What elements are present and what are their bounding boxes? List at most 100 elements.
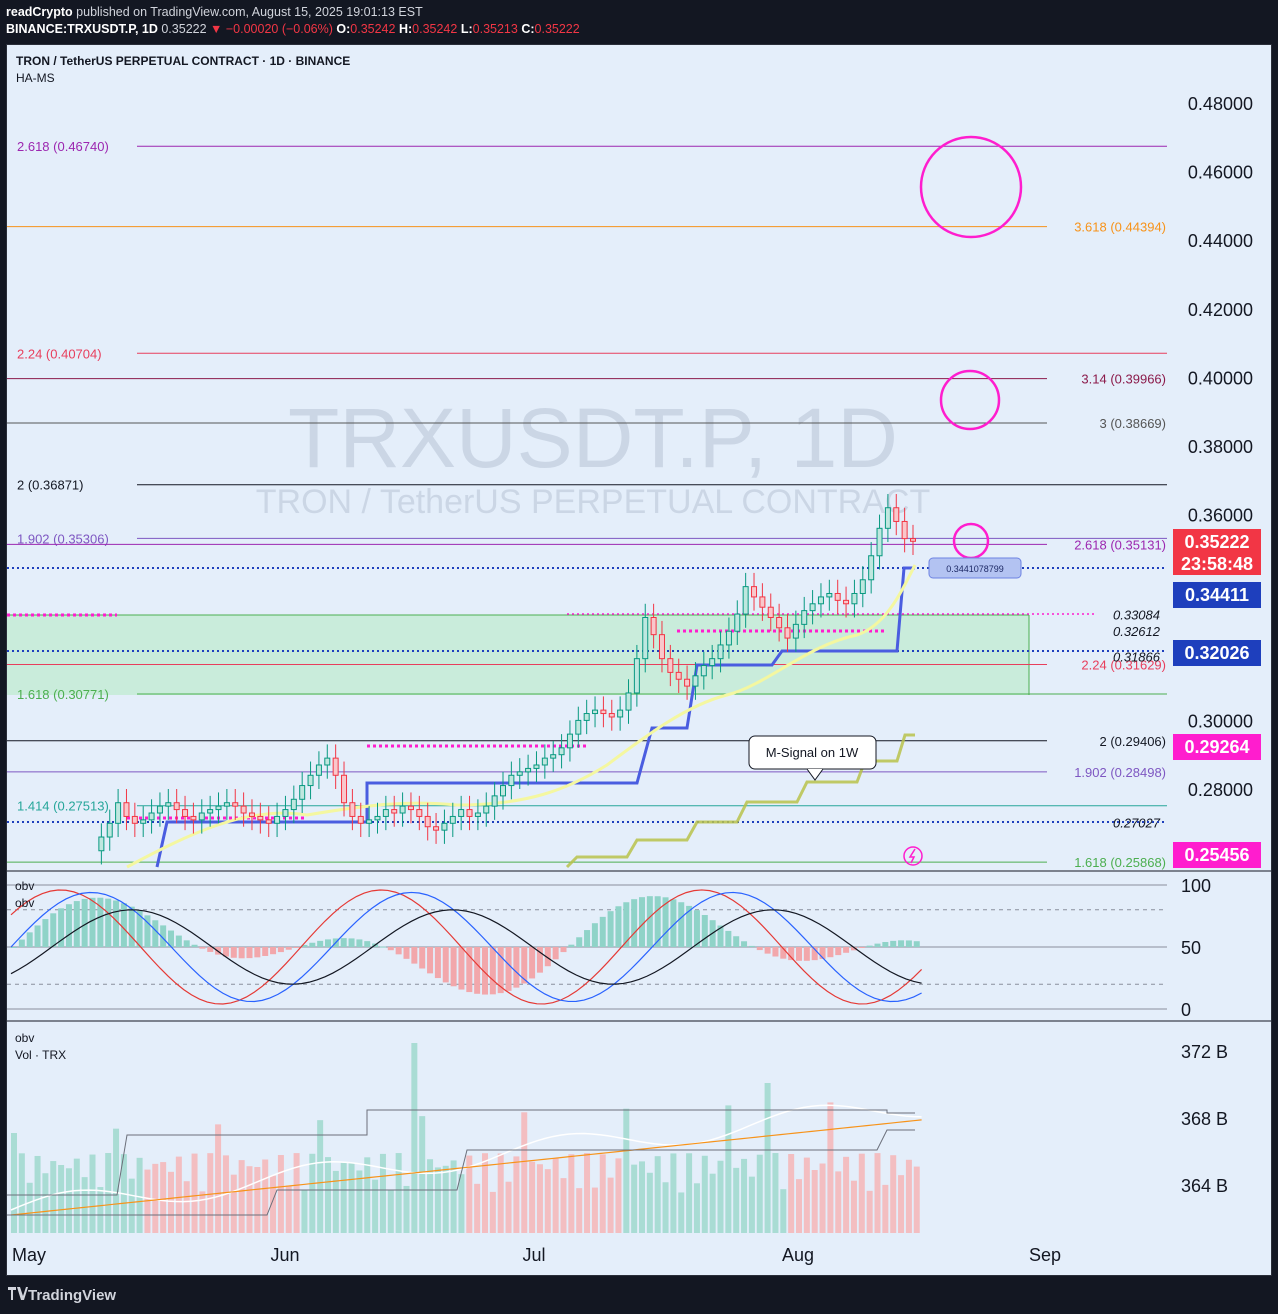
- osc-bar-30: [246, 947, 253, 959]
- osc-bar-16: [136, 910, 143, 947]
- vol-bar-89: [709, 1173, 716, 1233]
- vol-bar-26: [215, 1124, 222, 1233]
- o-label: O:: [336, 22, 351, 36]
- osc-blue-line: [10, 891, 922, 1003]
- price-badge-text-0: 0.35222: [1184, 532, 1249, 552]
- italic-level-label-2: 0.31866: [1113, 649, 1161, 664]
- candle-body-86: [809, 603, 816, 612]
- instrument-title: TRON / TetherUS PERPETUAL CONTRACT · 1D …: [16, 54, 350, 68]
- vol-bar-1: [18, 1153, 25, 1233]
- vol-bar-11: [97, 1187, 104, 1233]
- vol-bar-22: [183, 1181, 190, 1233]
- osc-bar-95: [756, 947, 763, 951]
- osc-bar-92: [733, 936, 740, 947]
- osc-bar-70: [560, 947, 567, 953]
- osc-bar-54: [434, 947, 441, 979]
- vol-bar-61: [489, 1191, 496, 1233]
- osc-bar-107: [850, 947, 857, 951]
- osc-bar-101: [803, 947, 810, 961]
- lightning-icon[interactable]: [903, 846, 923, 866]
- price-axis[interactable]: 0.48000 0.46000 0.44000 0.42000 0.40000 0.380…: [1188, 94, 1253, 800]
- obv-upper-band: [7, 1109, 915, 1196]
- candle-body-49: [500, 785, 506, 797]
- candle-body-52: [525, 767, 532, 773]
- osc-bar-21: [175, 935, 182, 947]
- osc-bar-114: [905, 940, 912, 947]
- candle-body-1: [98, 836, 105, 852]
- candle-body-44: [458, 809, 465, 817]
- candle-body-80: [759, 596, 766, 608]
- osc-bar-56: [450, 947, 457, 987]
- price-badge-1: [1173, 582, 1261, 608]
- c-label: C:: [521, 22, 535, 36]
- osc-bar-17: [144, 915, 151, 947]
- ema-line: [126, 564, 917, 869]
- m-signal-1d: [155, 566, 915, 868]
- osc-bar-31: [254, 947, 261, 958]
- right-level-label-1: 3.14 (0.39966): [1081, 372, 1166, 387]
- candle-body-41: [433, 826, 440, 831]
- osc-bar-66: [529, 947, 536, 979]
- candle-body-27: [315, 764, 322, 776]
- price-tick-0: 0.48000: [1188, 94, 1253, 114]
- vol-bar-37: [301, 1190, 308, 1233]
- obv-ma-line: [10, 1119, 922, 1216]
- time-axis[interactable]: May Jun Jul Aug Sep: [12, 1245, 1061, 1265]
- vol-bar-102: [811, 1170, 818, 1233]
- osc-bar-55: [442, 947, 449, 983]
- volume-tick-0: 372 B: [1181, 1042, 1228, 1062]
- left-level-label-1: 2.24 (0.40704): [17, 346, 102, 361]
- candle-body-65: [633, 658, 640, 694]
- vol-bar-50: [403, 1185, 410, 1233]
- candle-body-10: [173, 802, 180, 811]
- tradingview-logo[interactable]: TradingView: [8, 1287, 116, 1304]
- m-signal-1w: [565, 733, 915, 869]
- chart-svg[interactable]: TRXUSDT.P, 1D TRON / TetherUS PERPETUAL …: [7, 45, 1271, 1275]
- osc-red-line: [10, 889, 923, 1005]
- osc-bar-79: [631, 899, 638, 947]
- vol-bar-69: [552, 1158, 559, 1233]
- publisher-name[interactable]: readCrypto: [6, 5, 73, 19]
- vol-bar-44: [356, 1170, 363, 1233]
- osc-bar-42: [340, 938, 347, 947]
- osc-bar-37: [301, 944, 308, 947]
- vol-bar-0: [11, 1133, 17, 1233]
- vol-bar-15: [128, 1178, 135, 1233]
- vol-bar-2: [26, 1182, 33, 1233]
- price-badge-4: [1173, 842, 1261, 868]
- osc-bar-47: [379, 946, 386, 948]
- osc-bar-69: [552, 947, 559, 960]
- vol-bar-94: [748, 1176, 755, 1233]
- price-tick-3: 0.42000: [1188, 300, 1253, 320]
- vol-bar-57: [458, 1174, 465, 1233]
- candle-body-66: [642, 617, 649, 660]
- candle-body-17: [232, 802, 239, 807]
- vol-bar-20: [168, 1171, 174, 1233]
- osc-bar-36: [293, 947, 300, 948]
- vol-bar-105: [835, 1171, 842, 1233]
- vol-bar-18: [152, 1163, 159, 1233]
- obv-oscillator-pane: 100 50 0: [7, 876, 1211, 1020]
- vol-bar-108: [858, 1153, 865, 1233]
- italic-level-label-1: 0.32612: [1113, 624, 1161, 639]
- vol-bar-55: [442, 1165, 449, 1233]
- vol-bar-99: [788, 1154, 795, 1233]
- vol-bar-21: [175, 1156, 182, 1233]
- vol-bar-80: [639, 1161, 645, 1233]
- vol-bar-83: [662, 1182, 669, 1233]
- chart-frame[interactable]: TRXUSDT.P, 1D TRON / TetherUS PERPETUAL …: [6, 44, 1272, 1276]
- osc-bar-97: [772, 947, 779, 957]
- candle-body-9: [165, 802, 172, 807]
- vol-bar-24: [199, 1191, 206, 1233]
- lightning-bolt: [908, 848, 916, 864]
- vol-bar-52: [419, 1116, 426, 1233]
- candle-body-58: [575, 719, 582, 735]
- candle-body-39: [416, 809, 423, 817]
- volume-pane: 372 B 368 B 364 B: [7, 1042, 1228, 1233]
- target-circle-mid: [939, 369, 1001, 431]
- price-badge-0: [1173, 529, 1261, 575]
- candle-body-96: [893, 507, 900, 522]
- right-level-label-3: 2.618 (0.35131): [1074, 537, 1166, 552]
- osc-bar-74: [591, 923, 598, 947]
- osc-bar-71: [568, 944, 575, 947]
